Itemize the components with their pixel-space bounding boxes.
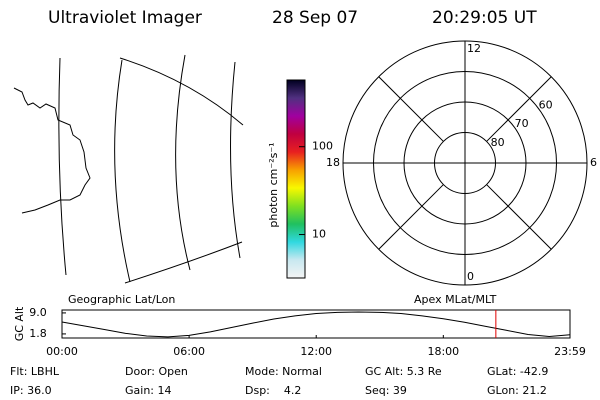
polar-ring [434, 132, 496, 194]
meridian [58, 57, 67, 276]
map-label: Geographic Lat/Lon [68, 293, 175, 306]
ring-label: 70 [515, 117, 529, 130]
y-axis-label: GC Alt [13, 306, 26, 341]
status-field: GC Alt: 5.3 Re [365, 365, 442, 378]
colorbar-tick-label: 100 [312, 140, 333, 153]
map-label: Apex MLat/MLT [414, 293, 497, 306]
y-tick-label: 1.8 [29, 327, 47, 340]
plot-frame [61, 309, 571, 339]
status-field: Seq: 39 [365, 384, 407, 397]
ring-label: 60 [539, 98, 553, 111]
mlt-label: 12 [467, 42, 481, 55]
x-tick-label: 23:59 [554, 345, 586, 358]
status-field: GLat: -42.9 [487, 365, 548, 378]
altitude-line [61, 311, 571, 338]
x-tick-label: 06:00 [173, 345, 205, 358]
polar-spoke [378, 76, 444, 142]
time: 20:29:05 UT [432, 8, 537, 28]
meridian [114, 59, 131, 283]
status-field: Gain: 14 [125, 384, 172, 397]
polar-spoke [378, 184, 444, 250]
polar-spoke [486, 76, 552, 142]
colorbar-label: photon cm⁻²s⁻¹ [267, 142, 280, 227]
status-field: Dsp: 4.2 [245, 384, 301, 397]
parallel [124, 241, 243, 284]
polar-ring [373, 71, 557, 255]
title: Ultraviolet Imager [48, 8, 202, 28]
status-field: Flt: LBHL [10, 365, 60, 378]
polar-ring [403, 101, 527, 225]
status-field: GLon: 21.2 [487, 384, 547, 397]
colorbar [286, 79, 306, 279]
status-field: Door: Open [125, 365, 188, 378]
ring-label: 80 [491, 136, 505, 149]
x-tick-label: 12:00 [300, 345, 332, 358]
y-tick-label: 9.0 [29, 306, 47, 319]
mlt-label: 6 [590, 156, 597, 169]
meridian [230, 61, 241, 259]
coastline [13, 87, 91, 214]
status-field: IP: 36.0 [10, 384, 52, 397]
parallel [119, 57, 244, 126]
mlt-label: 0 [467, 270, 474, 283]
colorbar-tick-label: 10 [312, 228, 326, 241]
x-tick-label: 00:00 [46, 345, 78, 358]
geo-map [13, 54, 244, 284]
polar-spoke [486, 184, 552, 250]
date: 28 Sep 07 [272, 8, 358, 28]
x-tick-label: 18:00 [427, 345, 459, 358]
mlt-label: 18 [326, 156, 340, 169]
status-field: Mode: Normal [245, 365, 322, 378]
